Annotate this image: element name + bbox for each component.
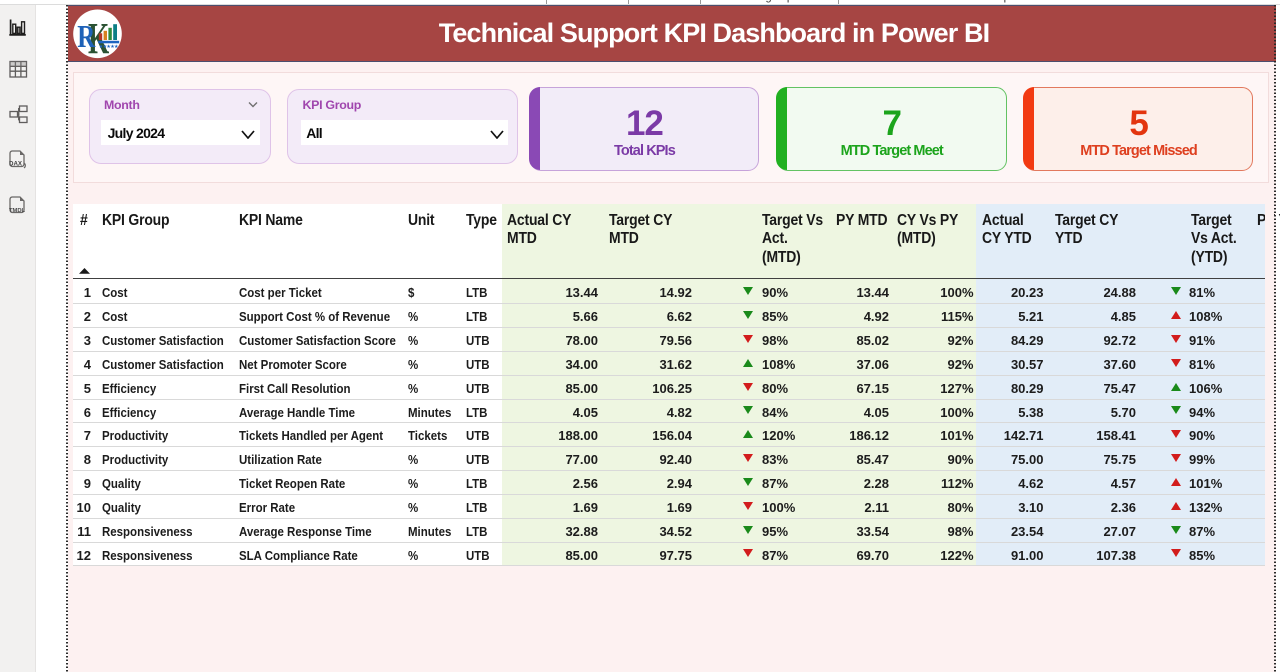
svg-text:R: R (77, 19, 95, 55)
svg-text:TMDL: TMDL (9, 208, 26, 214)
svg-text:DAX: DAX (9, 160, 23, 167)
svg-text:★★★★★: ★★★★★ (98, 44, 118, 50)
